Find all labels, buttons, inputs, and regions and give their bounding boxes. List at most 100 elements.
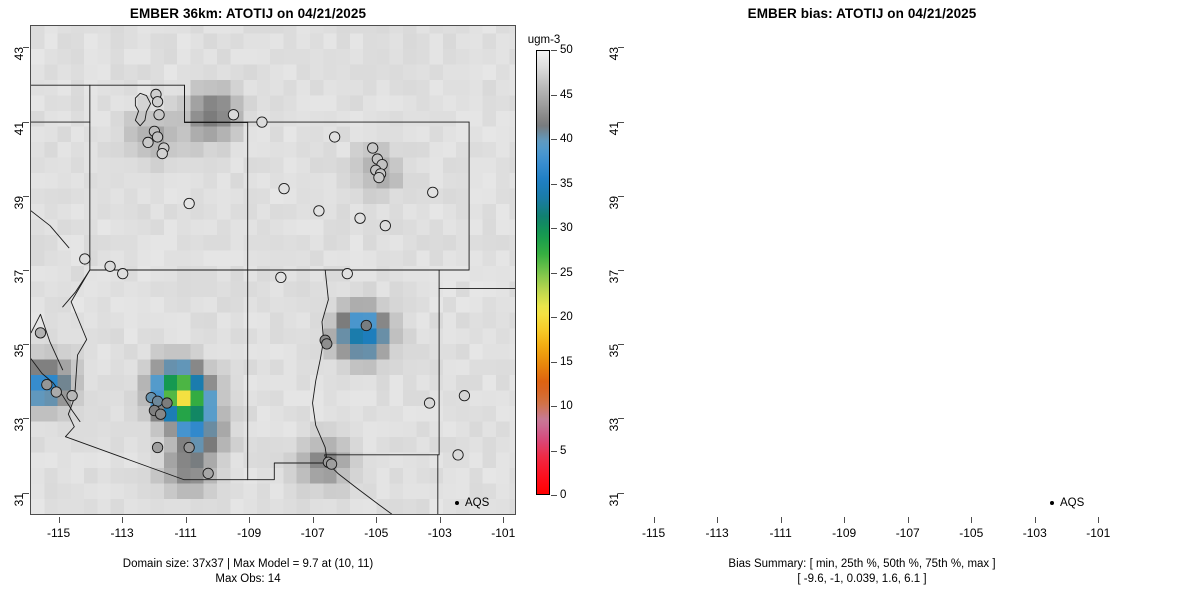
model-grid-cell	[203, 218, 218, 236]
model-grid-cell	[389, 312, 404, 329]
model-map-plot	[30, 25, 516, 515]
model-grid-cell	[177, 32, 192, 49]
model-grid-cell	[389, 234, 404, 251]
model-grid-cell	[349, 498, 364, 514]
model-grid-cell	[509, 26, 515, 34]
model-grid-cell	[416, 187, 431, 205]
model-grid-cell	[57, 218, 72, 236]
x-axis-label: -107	[895, 526, 920, 540]
model-grid-cell	[270, 343, 285, 360]
model-grid-cell	[31, 498, 45, 514]
model-grid-cell	[44, 141, 59, 158]
model-grid-cell	[256, 63, 271, 80]
model-grid-cell	[349, 250, 364, 267]
model-grid-cell	[296, 203, 311, 220]
model-grid-cell	[203, 358, 218, 375]
model-grid-cell	[217, 451, 231, 469]
model-grid-cell	[442, 187, 457, 205]
model-grid-cell	[150, 420, 165, 437]
model-grid-cell	[57, 203, 72, 220]
model-grid-cell	[203, 94, 218, 111]
model-grid-cell	[496, 234, 510, 251]
model-grid-cell	[217, 389, 231, 406]
model-grid-cell	[389, 405, 404, 422]
model-grid-cell	[256, 94, 271, 111]
model-grid-cell	[270, 420, 285, 437]
model-grid-cell	[283, 405, 298, 422]
model-grid-cell	[217, 374, 231, 391]
model-grid-cell	[124, 389, 138, 406]
colorbar-tick	[551, 406, 557, 407]
x-axis-label: -113	[705, 526, 729, 540]
model-grid-cell	[217, 141, 231, 158]
model-grid-cell	[496, 26, 510, 34]
model-grid-cell	[110, 110, 125, 127]
model-grid-cell	[31, 218, 45, 236]
model-grid-cell	[110, 187, 125, 205]
model-grid-cell	[177, 63, 192, 80]
model-grid-cell	[163, 358, 178, 375]
model-grid-cell	[217, 172, 231, 189]
model-grid-cell	[403, 32, 417, 49]
model-grid-cell	[177, 250, 192, 267]
model-grid-cell	[429, 467, 444, 484]
model-grid-cell	[376, 234, 391, 251]
aqs-station-marker	[313, 205, 325, 217]
model-grid-cell	[44, 187, 59, 205]
aqs-station-marker	[360, 319, 372, 332]
model-grid-cell	[110, 172, 125, 189]
model-grid-cell	[509, 296, 515, 313]
model-grid-cell	[70, 141, 85, 158]
model-grid-cell	[110, 156, 125, 173]
model-grid-cell	[283, 79, 298, 96]
model-grid-cell	[376, 436, 391, 453]
model-grid-cell	[44, 467, 59, 484]
model-grid-cell	[31, 234, 45, 251]
model-grid-cell	[70, 420, 85, 437]
model-grid-cell	[110, 467, 125, 484]
model-grid-cell	[496, 172, 510, 189]
model-grid-cell	[230, 26, 245, 34]
x-axis-label: -115	[47, 526, 71, 540]
model-grid-cell	[124, 374, 138, 391]
model-grid-cell	[416, 343, 431, 360]
model-grid-cell	[296, 94, 311, 111]
model-grid-cell	[217, 203, 231, 220]
model-grid-cell	[97, 79, 112, 96]
model-grid-cell	[57, 451, 72, 469]
model-grid-cell	[296, 172, 311, 189]
model-grid-cell	[403, 234, 417, 251]
model-grid-cell	[509, 482, 515, 500]
model-grid-cell	[323, 250, 338, 267]
x-axis-tick	[58, 517, 60, 523]
state-border-line	[184, 84, 249, 123]
model-grid-cell	[376, 467, 391, 484]
model-grid-cell	[310, 374, 324, 391]
aqs-dot-icon	[455, 501, 459, 505]
model-grid-cell	[283, 63, 298, 80]
model-grid-cell	[456, 467, 471, 484]
model-grid-cell	[230, 234, 245, 251]
model-grid-cell	[243, 26, 258, 34]
model-grid-cell	[283, 451, 298, 469]
model-grid-cell	[363, 94, 378, 111]
model-grid-cell	[416, 327, 431, 344]
x-axis-tick	[503, 517, 505, 523]
model-grid-cell	[256, 420, 271, 437]
model-grid-cell	[310, 467, 324, 484]
model-grid-cell	[310, 250, 324, 267]
model-grid-cell	[363, 203, 378, 220]
model-grid-cell	[336, 374, 351, 391]
model-grid-cell	[482, 389, 497, 406]
model-grid-cell	[57, 32, 72, 49]
model-grid-cell	[256, 141, 271, 158]
model-grid-cell	[349, 156, 364, 173]
model-grid-cell	[243, 234, 258, 251]
model-grid-cell	[482, 79, 497, 96]
model-grid-cell	[270, 405, 285, 422]
model-grid-cell	[429, 482, 444, 500]
aqs-station-marker	[329, 131, 341, 143]
model-grid-cell	[429, 250, 444, 267]
model-grid-cell	[296, 482, 311, 500]
model-grid-cell	[509, 48, 515, 65]
